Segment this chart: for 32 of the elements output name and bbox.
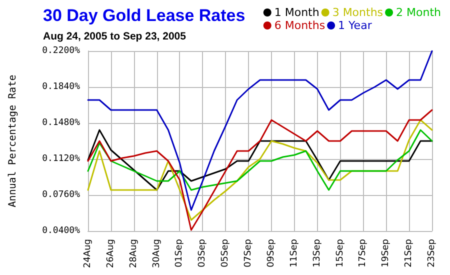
y-tick-label: 0.1840% (42, 82, 81, 92)
x-tick-label: 19Sep (381, 238, 392, 268)
legend-label: 3 Months (332, 6, 384, 19)
line-series (87, 129, 433, 191)
x-tick-label: 11Sep (289, 238, 300, 268)
x-tick-label: 23Sep (427, 238, 437, 268)
legend-label: 6 Months (274, 19, 326, 32)
x-tick-label: 17Sep (358, 238, 368, 268)
y-axis-title: Annual Percentage Rate (8, 74, 18, 208)
line-series (87, 119, 433, 221)
x-tick-label: 13Sep (312, 238, 322, 268)
y-tick-label: 0.0400% (42, 226, 81, 236)
x-tick-label: 26Aug (106, 239, 116, 268)
chart-title: 30 Day Gold Lease Rates (43, 6, 246, 25)
x-tick-label: 03Sep (198, 238, 208, 268)
x-tick-label: 15Sep (335, 238, 346, 268)
x-tick-label: 24Aug (83, 239, 93, 268)
legend-label: 2 Month (396, 6, 442, 19)
y-tick-label: 0.0760% (42, 190, 81, 200)
legend-label: 1 Month (274, 6, 320, 19)
y-tick-label: 0.1480% (42, 118, 81, 128)
x-tick-label: 09Sep (266, 238, 276, 268)
y-tick-label: 0.2200% (42, 46, 81, 56)
chart-subtitle: Aug 24, 2005 to Sep 23, 2005 (43, 30, 186, 42)
x-tick-label: 30Aug (152, 239, 162, 268)
y-tick-label: 0.1120% (42, 154, 81, 164)
x-tick-label: 28Aug (128, 239, 139, 268)
legend-label: 1 Year (338, 19, 372, 32)
x-tick-label: 01Sep (174, 238, 185, 268)
x-tick-label: 05Sep (220, 238, 231, 268)
x-tick-label: 21Sep (404, 238, 414, 268)
x-tick-label: 07Sep (244, 238, 254, 268)
